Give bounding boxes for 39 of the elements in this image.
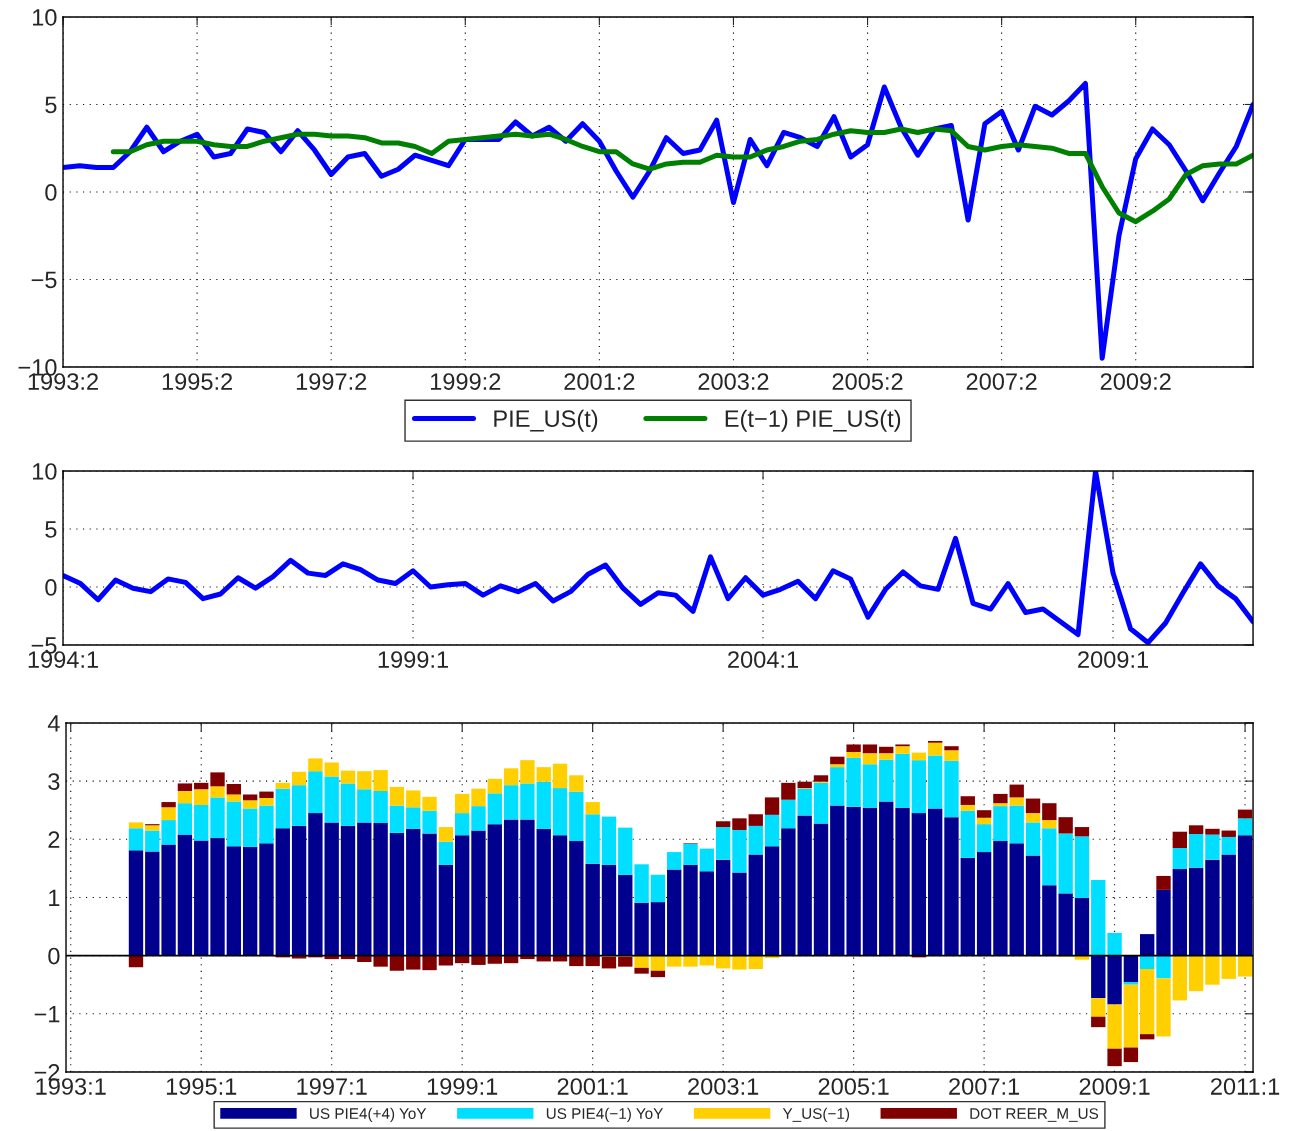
legend-label: US PIE4(+4) YoY <box>310 1107 427 1122</box>
legend-label: DOT REER_M_US <box>970 1108 1099 1122</box>
y-tick-label: 2 <box>48 831 60 848</box>
y-tick-label: 5 <box>45 521 57 538</box>
x-tick-label: 2003:2 <box>698 373 769 390</box>
x-tick-label: 2009:1 <box>1078 651 1148 668</box>
x-tick-label: 2011:1 <box>1211 1078 1280 1095</box>
x-tick-label: 2007:1 <box>949 1078 1020 1095</box>
y-tick-label: 0 <box>45 579 57 596</box>
y-tick-label: 10 <box>33 9 57 26</box>
x-tick-label: 2003:1 <box>688 1078 759 1095</box>
y-tick-label: 5 <box>45 96 57 114</box>
x-tick-label: 1999:1 <box>378 651 448 668</box>
x-tick-label: 2004:1 <box>728 651 798 668</box>
x-tick-label: 1999:2 <box>430 373 501 390</box>
legend-label: Y_US(−1) <box>782 1107 850 1122</box>
y-tick-label: 0 <box>48 947 60 965</box>
x-tick-label: 2007:2 <box>966 373 1037 390</box>
x-tick-label: 1997:1 <box>297 1078 367 1095</box>
x-tick-label: 1995:2 <box>162 373 233 390</box>
x-tick-label: 1997:2 <box>296 373 367 390</box>
y-tick-label: 4 <box>47 715 60 732</box>
x-tick-label: 2001:2 <box>564 373 635 390</box>
x-tick-label: 2001:1 <box>557 1078 628 1095</box>
x-tick-label: 1999:1 <box>427 1078 498 1095</box>
y-tick-label: 10 <box>33 463 57 480</box>
y-tick-label: 1 <box>49 889 60 906</box>
legend-label: US PIE4(−1) YoY <box>546 1107 663 1122</box>
legend-label: PIE_US(t) <box>494 409 598 432</box>
x-tick-label: 1995:1 <box>166 1078 237 1095</box>
y-tick-label: 0 <box>45 184 57 201</box>
x-tick-label: 2009:2 <box>1100 373 1171 390</box>
legend-label: E(t−1) PIE_US(t) <box>725 409 901 432</box>
y-tick-label: 3 <box>48 773 60 790</box>
y-tick-label: −1 <box>34 1006 60 1023</box>
x-tick-label: 2005:2 <box>832 373 903 390</box>
y-tick-label: −5 <box>31 271 57 289</box>
x-tick-label: 2005:1 <box>818 1078 889 1095</box>
x-tick-label: 2009:1 <box>1079 1078 1150 1095</box>
